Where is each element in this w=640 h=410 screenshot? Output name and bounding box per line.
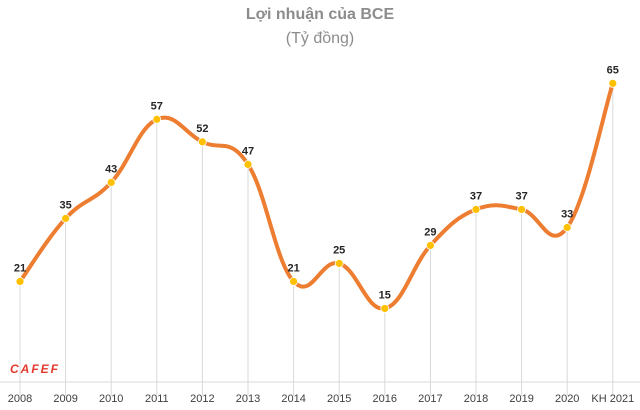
data-point <box>562 223 572 232</box>
x-tick-label: 2020 <box>555 393 579 405</box>
data-label: 52 <box>196 123 208 135</box>
chart-title: Lợi nhuận của BCE <box>245 6 395 23</box>
data-point <box>471 205 481 214</box>
data-point <box>425 241 435 250</box>
data-point <box>197 137 207 147</box>
data-label: 37 <box>470 190 482 202</box>
chart-subtitle: (Tỷ đồng) <box>285 30 355 47</box>
data-point <box>15 277 25 286</box>
data-label: 35 <box>59 199 71 211</box>
data-point <box>608 78 618 88</box>
data-label: 47 <box>242 145 254 157</box>
x-tick-label: 2009 <box>53 393 77 405</box>
data-point <box>380 304 390 313</box>
x-tick-label: 2016 <box>373 393 397 405</box>
data-point <box>152 114 162 124</box>
x-tick-label: 2015 <box>327 393 351 405</box>
data-point <box>243 160 253 169</box>
data-point <box>61 214 70 223</box>
data-label: 25 <box>333 244 345 256</box>
data-label: 65 <box>607 64 619 76</box>
data-point <box>334 259 344 268</box>
data-label: 37 <box>515 190 527 202</box>
x-tick-label: 2014 <box>281 393 305 405</box>
x-tick-label: 2019 <box>509 393 533 405</box>
data-label: 21 <box>14 262 26 274</box>
data-point <box>517 205 526 214</box>
data-label: 33 <box>561 208 573 220</box>
x-tick-label: KH 2021 <box>591 393 634 405</box>
data-label: 15 <box>379 289 391 301</box>
x-tick-label: 2011 <box>145 393 169 405</box>
x-tick-label: 2018 <box>464 393 488 405</box>
series-line <box>18 81 615 311</box>
data-point <box>289 277 299 286</box>
x-tick-label: 2017 <box>418 393 442 405</box>
data-label: 43 <box>105 163 117 175</box>
data-label: 29 <box>424 226 436 238</box>
data-label: 57 <box>151 100 163 112</box>
x-tick-label: 2012 <box>190 393 214 405</box>
x-tick-label: 2010 <box>99 393 123 405</box>
data-point <box>106 178 116 187</box>
data-label: 21 <box>287 262 299 274</box>
x-tick-label: 2008 <box>8 393 32 405</box>
x-tick-label: 2013 <box>236 393 260 405</box>
cafef-logo: CAFEF <box>10 362 60 376</box>
